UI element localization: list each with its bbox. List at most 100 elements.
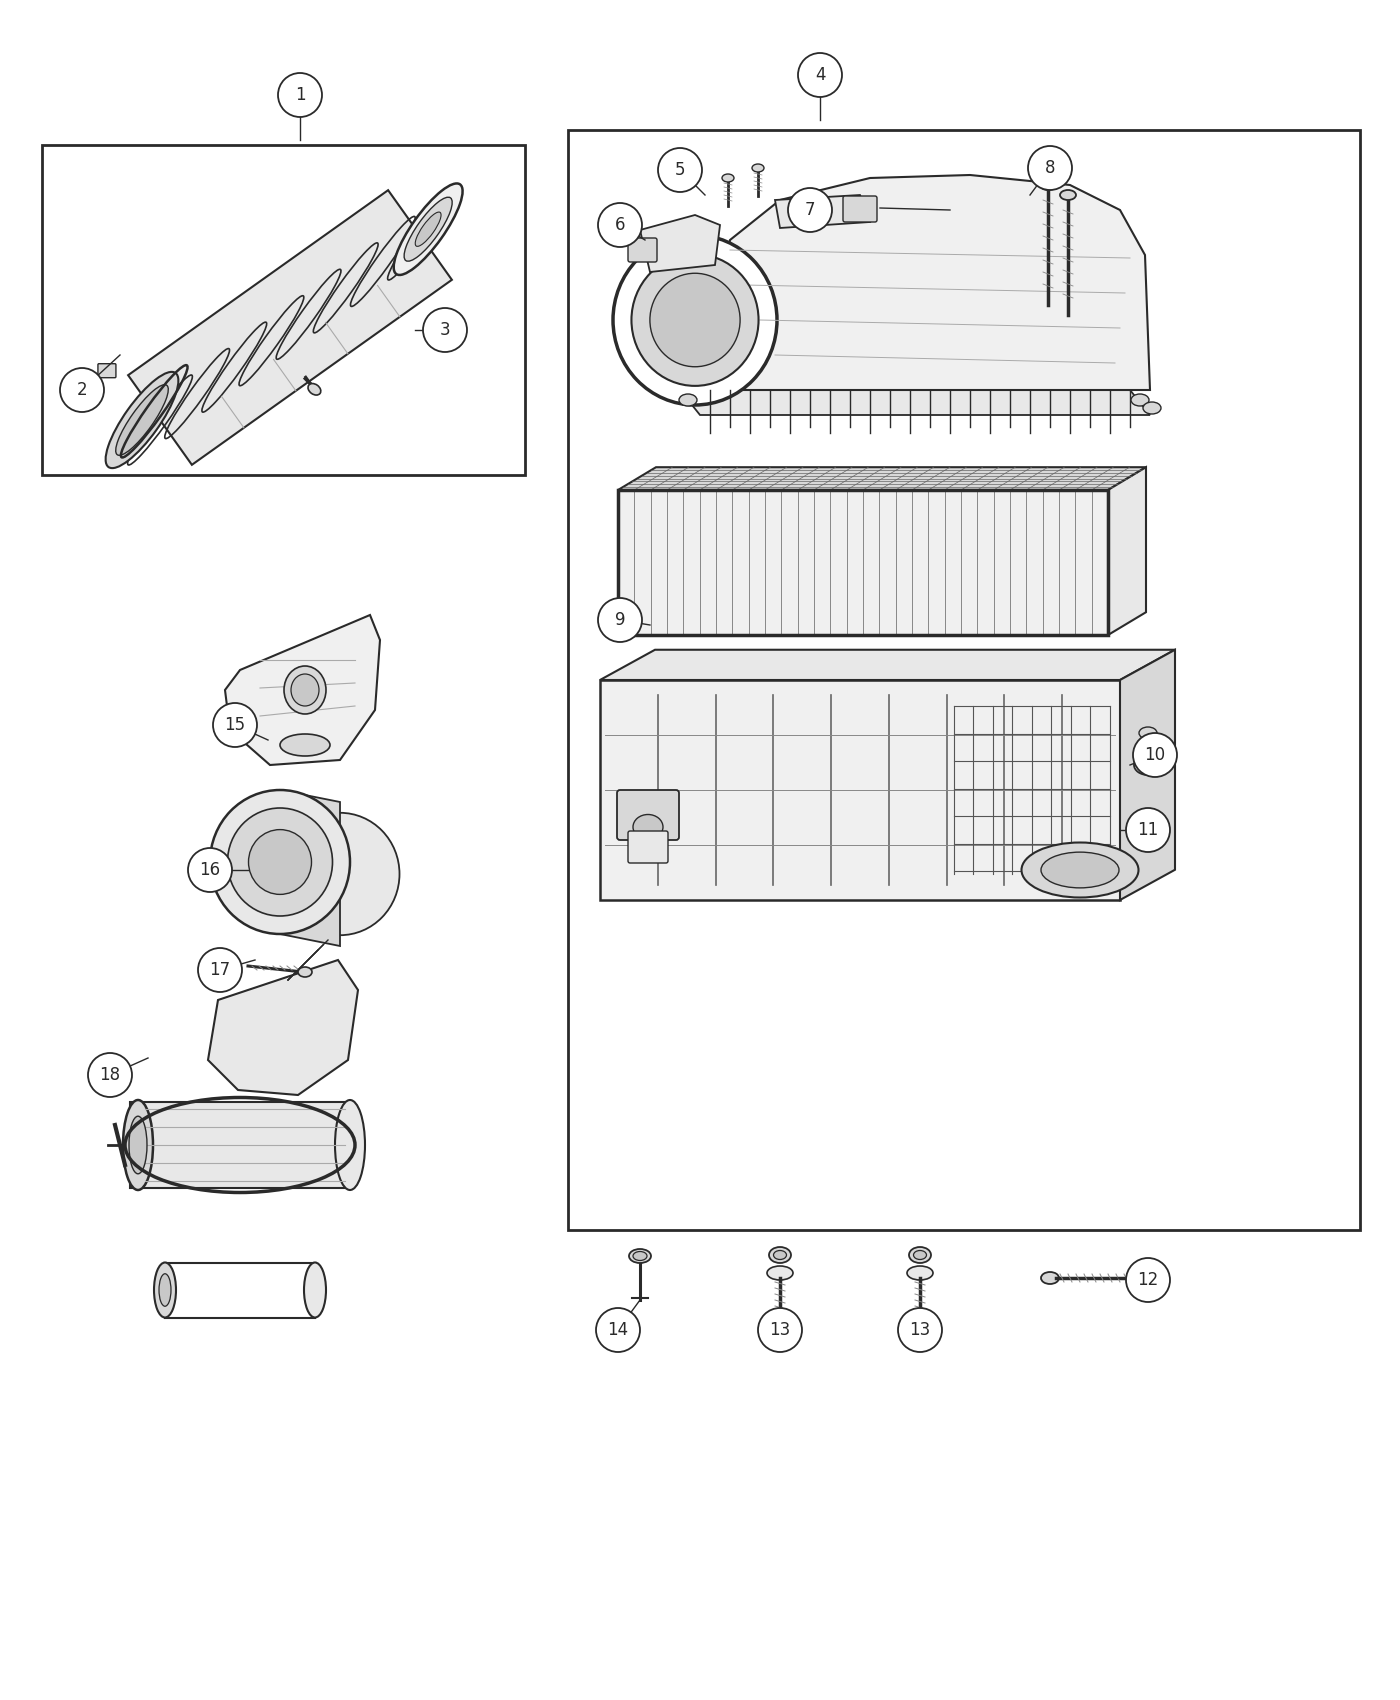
- Text: 17: 17: [210, 960, 231, 979]
- FancyBboxPatch shape: [629, 238, 657, 262]
- Ellipse shape: [284, 666, 326, 714]
- Ellipse shape: [752, 163, 764, 172]
- Circle shape: [788, 189, 832, 231]
- Polygon shape: [700, 175, 1149, 389]
- Text: 13: 13: [770, 1321, 791, 1340]
- Text: 9: 9: [615, 610, 626, 629]
- Ellipse shape: [1040, 180, 1056, 190]
- Bar: [617, 490, 1107, 636]
- Ellipse shape: [308, 384, 321, 394]
- Polygon shape: [640, 214, 720, 272]
- Ellipse shape: [160, 1273, 171, 1306]
- Ellipse shape: [416, 212, 441, 246]
- Polygon shape: [680, 389, 1149, 415]
- Ellipse shape: [1042, 1272, 1058, 1284]
- Ellipse shape: [722, 173, 734, 182]
- Ellipse shape: [633, 1251, 647, 1260]
- Text: 14: 14: [608, 1321, 629, 1340]
- Polygon shape: [280, 790, 340, 945]
- Ellipse shape: [1145, 833, 1151, 838]
- Text: 3: 3: [440, 321, 451, 338]
- Ellipse shape: [629, 1250, 651, 1263]
- Circle shape: [798, 53, 841, 97]
- Ellipse shape: [1142, 401, 1161, 415]
- Ellipse shape: [1145, 763, 1151, 767]
- Polygon shape: [129, 190, 452, 464]
- Text: 15: 15: [224, 716, 245, 734]
- FancyBboxPatch shape: [98, 364, 116, 377]
- Circle shape: [598, 598, 643, 643]
- Ellipse shape: [1134, 755, 1162, 775]
- Ellipse shape: [298, 967, 312, 978]
- Text: 1: 1: [294, 87, 305, 104]
- Ellipse shape: [907, 1266, 932, 1280]
- Text: 4: 4: [815, 66, 825, 83]
- Bar: [568, 129, 1359, 1231]
- Polygon shape: [776, 196, 869, 228]
- Circle shape: [197, 949, 242, 993]
- Circle shape: [88, 1052, 132, 1096]
- Ellipse shape: [129, 1117, 147, 1173]
- Ellipse shape: [405, 197, 452, 262]
- Ellipse shape: [335, 1100, 365, 1190]
- Circle shape: [757, 1307, 802, 1352]
- FancyBboxPatch shape: [629, 831, 668, 864]
- Circle shape: [658, 148, 701, 192]
- Polygon shape: [209, 960, 358, 1095]
- Ellipse shape: [650, 274, 741, 367]
- Ellipse shape: [123, 1100, 153, 1190]
- Text: 18: 18: [99, 1066, 120, 1085]
- Ellipse shape: [116, 384, 168, 456]
- Bar: [601, 680, 1120, 899]
- Text: 2: 2: [77, 381, 87, 400]
- Circle shape: [188, 848, 232, 892]
- Text: 6: 6: [615, 216, 626, 235]
- Circle shape: [596, 1307, 640, 1352]
- Ellipse shape: [773, 1251, 787, 1260]
- Ellipse shape: [210, 790, 350, 933]
- Ellipse shape: [1140, 830, 1156, 840]
- Text: 8: 8: [1044, 160, 1056, 177]
- Polygon shape: [1107, 468, 1147, 636]
- Ellipse shape: [909, 1248, 931, 1263]
- FancyBboxPatch shape: [617, 790, 679, 840]
- Polygon shape: [130, 1102, 350, 1188]
- Circle shape: [423, 308, 468, 352]
- Ellipse shape: [613, 235, 777, 405]
- Circle shape: [598, 202, 643, 246]
- Ellipse shape: [1131, 394, 1149, 406]
- Ellipse shape: [1140, 760, 1156, 770]
- Ellipse shape: [1042, 852, 1119, 887]
- Ellipse shape: [1134, 824, 1162, 845]
- Ellipse shape: [227, 808, 333, 916]
- Ellipse shape: [280, 813, 399, 935]
- Bar: [42, 144, 525, 474]
- Text: 13: 13: [910, 1321, 931, 1340]
- FancyBboxPatch shape: [843, 196, 876, 223]
- Text: 5: 5: [675, 162, 685, 178]
- Ellipse shape: [280, 734, 330, 756]
- Circle shape: [1126, 808, 1170, 852]
- Bar: [617, 490, 1107, 636]
- Text: 7: 7: [805, 201, 815, 219]
- Ellipse shape: [769, 1248, 791, 1263]
- Ellipse shape: [105, 372, 178, 468]
- Ellipse shape: [1022, 843, 1138, 898]
- Polygon shape: [601, 649, 1175, 680]
- Circle shape: [897, 1307, 942, 1352]
- Circle shape: [279, 73, 322, 117]
- Polygon shape: [225, 615, 379, 765]
- Polygon shape: [1120, 649, 1175, 899]
- Circle shape: [213, 704, 258, 746]
- Ellipse shape: [393, 184, 462, 275]
- Polygon shape: [617, 468, 1147, 490]
- Ellipse shape: [631, 253, 759, 386]
- Ellipse shape: [679, 394, 697, 406]
- Text: 16: 16: [199, 860, 221, 879]
- Text: 10: 10: [1144, 746, 1166, 763]
- Ellipse shape: [913, 1251, 927, 1260]
- Ellipse shape: [304, 1263, 326, 1318]
- Ellipse shape: [249, 830, 311, 894]
- Ellipse shape: [1140, 728, 1156, 740]
- Circle shape: [1133, 733, 1177, 777]
